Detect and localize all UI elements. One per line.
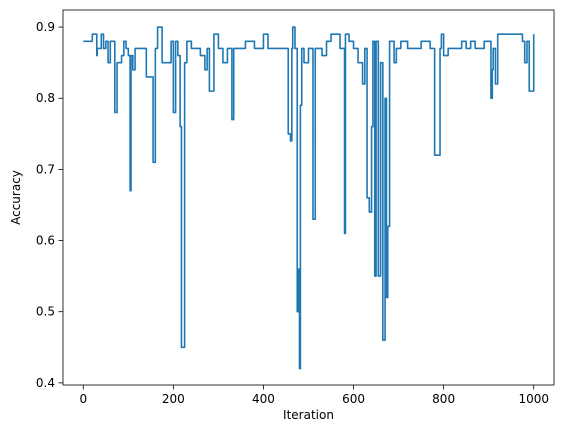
x-tick-label: 0 [79, 392, 87, 406]
y-axis: 0.4 0.5 0.6 0.7 0.8 0.9 [36, 20, 63, 390]
x-tick-label: 800 [432, 392, 455, 406]
y-tick-label: 0.5 [36, 305, 55, 319]
x-tick-label: 400 [252, 392, 275, 406]
y-tick-label: 0.7 [36, 162, 55, 176]
axes-frame [62, 9, 555, 386]
x-tick-label: 600 [342, 392, 365, 406]
y-tick-label: 0.8 [36, 91, 55, 105]
x-axis: 0 200 400 600 800 1000 [79, 385, 549, 406]
y-tick-label: 0.4 [36, 376, 55, 390]
x-axis-label: Iteration [283, 408, 334, 422]
x-tick-label: 200 [162, 392, 185, 406]
y-axis-label: Accuracy [9, 170, 23, 225]
x-tick-label: 1000 [518, 392, 549, 406]
plot-area [62, 9, 555, 386]
series-line-0 [83, 26, 535, 370]
y-tick-label: 0.9 [36, 20, 55, 34]
y-tick-label: 0.6 [36, 234, 55, 248]
